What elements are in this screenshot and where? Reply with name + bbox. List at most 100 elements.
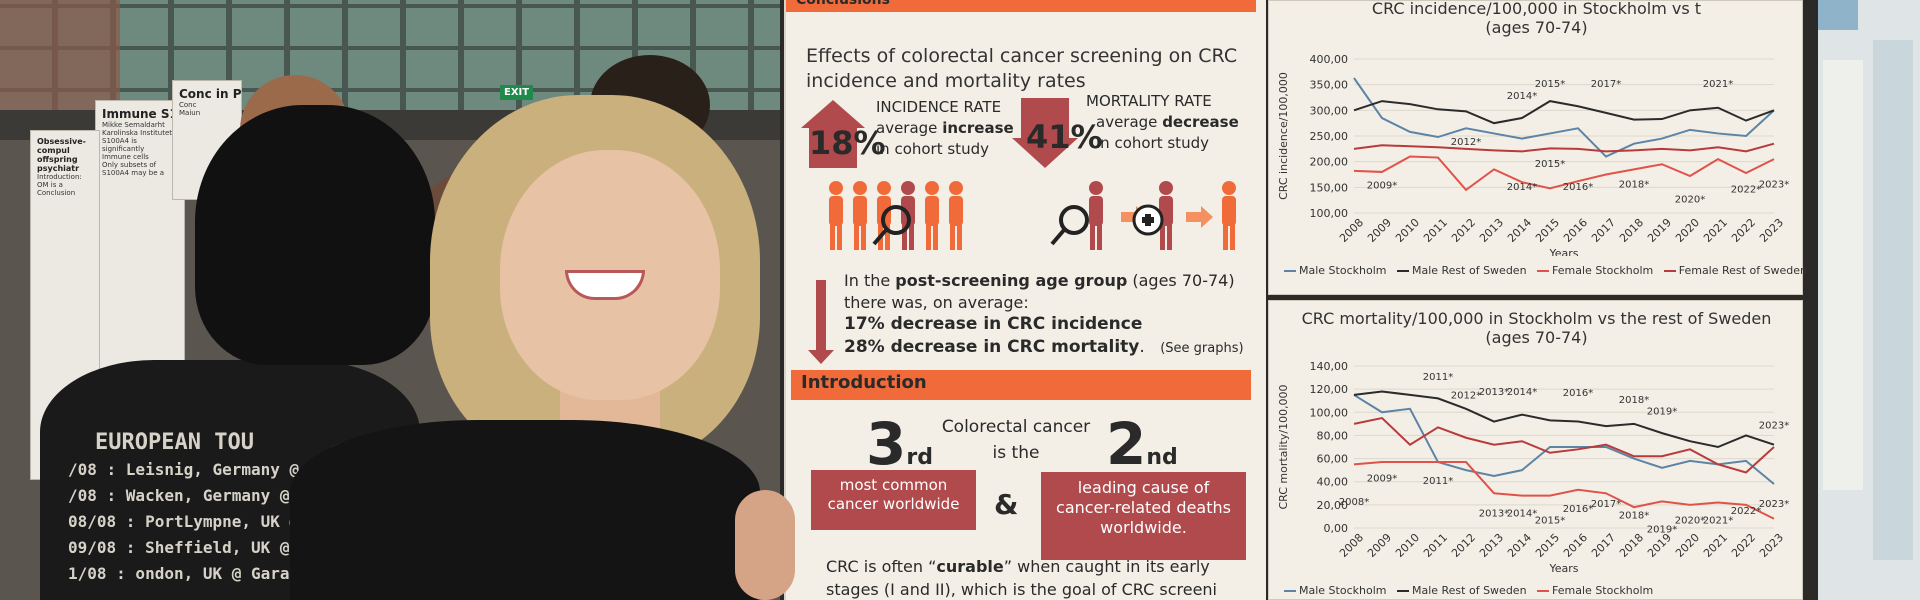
y-tick-label: 60,00 — [1317, 453, 1349, 466]
background-poster-3-line: Introduction: — [37, 173, 82, 181]
magnifier-icon — [872, 205, 911, 246]
annotation-label: 2016* — [1563, 504, 1593, 515]
mortality-chart-panel: CRC mortality/100,000 in Stockholm vs th… — [1268, 300, 1803, 600]
background-poster-1-line: S100A4 is significantly — [102, 137, 145, 153]
x-tick-label: 2015 — [1533, 216, 1562, 245]
annotation-label: 2014* — [1507, 91, 1537, 102]
mortality-chart-title-line-1: CRC mortality/100,000 in Stockholm vs th… — [1301, 309, 1772, 328]
incidence-chart: 400,00 350,00 300,00 250,00 200,00 150,00 100,… — [1277, 53, 1789, 256]
annotation-label: 2014* — [1507, 508, 1537, 519]
person-orange-icon — [1222, 181, 1236, 250]
x-tick-label: 2018 — [1617, 216, 1646, 245]
incidence-desc-bold: increase — [942, 119, 1014, 137]
annotation-label: 2014* — [1507, 387, 1537, 398]
post-line-4-row: 28% decrease in CRC mortality. (See grap… — [844, 336, 1264, 359]
annotation-label: 2009* — [1367, 180, 1397, 191]
y-tick-label: 80,00 — [1317, 429, 1349, 442]
x-tick-label: 2009 — [1365, 531, 1394, 560]
conclusions-header-bar: Conclusions — [786, 0, 1256, 12]
magnifier-icon — [1050, 205, 1089, 246]
y-tick-label: 0,00 — [1324, 522, 1349, 535]
research-poster: Conclusions Effects of colorectal cancer… — [784, 0, 1266, 600]
adjacent-poster-header — [1818, 0, 1858, 30]
incidence-label: INCIDENCE RATE — [876, 98, 1002, 116]
annotation-label: 2011* — [1423, 476, 1453, 487]
annotation-label: 2012* — [1451, 137, 1481, 148]
incidence-legend: Male Stockholm Male Rest of Sweden Femal… — [1284, 264, 1807, 277]
post-line-4: 28% decrease in CRC mortality — [844, 337, 1140, 358]
post-line-1-bold: post-screening age group — [895, 271, 1128, 290]
annotation-label: 2018* — [1619, 395, 1649, 406]
annotation-label: 2012* — [1451, 390, 1481, 401]
y-tick-label: 20,00 — [1317, 499, 1349, 512]
annotation-label: 2018* — [1619, 511, 1649, 522]
annotation-label: 2022* — [1731, 184, 1761, 195]
annotation-label: 2019* — [1647, 525, 1677, 536]
annotation-label: 2022* — [1731, 506, 1761, 517]
introduction-header: Introduction — [791, 370, 1251, 400]
annotation-label: 2016* — [1563, 388, 1593, 399]
x-tick-label: 2017 — [1589, 216, 1618, 245]
legend-label: Male Rest of Sweden — [1411, 264, 1527, 277]
x-tick-label: 2018 — [1617, 531, 1646, 560]
increase-arrow-icon — [801, 100, 865, 128]
x-tick-label: 2008 — [1337, 216, 1366, 245]
background-poster-2-line: Conc — [179, 101, 197, 109]
annotation-label: 2016* — [1563, 182, 1593, 193]
legend-label: Female Rest of Sweden — [1678, 264, 1808, 277]
medical-cross-icon — [1132, 204, 1164, 236]
adjacent-poster — [1818, 0, 1920, 600]
x-tick-label: 2021 — [1701, 216, 1730, 245]
background-poster-1-line: Karolinska Institutet — [102, 129, 172, 137]
crc-text-post: ” when caught in its early stages (I and… — [826, 557, 1217, 600]
mortality-label: MORTALITY RATE — [1086, 92, 1212, 110]
x-tick-label: 2017 — [1589, 531, 1618, 560]
background-poster-3-line: Conclusion — [37, 189, 76, 197]
x-tick-label: 2021 — [1701, 531, 1730, 560]
annotation-label: 2020* — [1675, 195, 1705, 206]
x-tick-label: 2020 — [1673, 216, 1702, 245]
x-tick-label: 2022 — [1729, 216, 1758, 245]
annotation-label: 2017* — [1591, 79, 1621, 90]
legend-swatch — [1663, 270, 1676, 272]
people-group-icon — [829, 181, 963, 250]
series-line — [1353, 390, 1775, 449]
rank-second-num: 2 — [1106, 410, 1147, 478]
x-tick-label: 2008 — [1337, 531, 1366, 560]
incidence-desc: average increase — [876, 119, 1014, 139]
y-tick-label: 40,00 — [1317, 476, 1349, 489]
series-line — [1353, 100, 1775, 125]
post-line-1: In the post-screening age group (ages 70… — [844, 270, 1264, 292]
post-line-2: there was, on average: — [844, 292, 1029, 312]
mortality-chart-title: CRC mortality/100,000 in Stockholm vs th… — [1269, 309, 1804, 347]
x-tick-label: 2012 — [1449, 216, 1478, 245]
increase-arrow-icon-stem — [809, 128, 857, 168]
y-tick-label: 100,00 — [1310, 207, 1349, 220]
x-tick-label: 2014 — [1505, 531, 1534, 560]
legend-label: Male Stockholm — [1299, 584, 1387, 597]
intro-middle-line-2: is the — [992, 442, 1040, 463]
y-tick-label: 350,00 — [1310, 79, 1349, 92]
x-tick-label: 2016 — [1561, 216, 1590, 245]
annotation-label: 2014* — [1507, 182, 1537, 193]
rank-third-num: 3 — [866, 410, 907, 478]
rank-third-suffix: rd — [906, 445, 933, 470]
annotation-label: 2021* — [1703, 515, 1733, 526]
legend-label: Male Stockholm — [1299, 264, 1387, 277]
x-tick-label: 2013 — [1477, 531, 1506, 560]
legend-label: Male Rest of Sweden — [1411, 584, 1527, 597]
rank-second: 2nd — [1106, 410, 1178, 478]
population-icons — [829, 181, 1236, 250]
background-poster-1-line: Mikke Semaldarht — [102, 121, 165, 129]
decrease-arrow-icon-stem — [1021, 98, 1069, 138]
y-axis-label: CRC mortality/100,000 — [1277, 384, 1290, 509]
annotation-label: 2019* — [1647, 407, 1677, 418]
exit-sign: EXIT — [500, 85, 534, 100]
x-tick-label: 2012 — [1449, 531, 1478, 560]
x-tick-label: 2016 — [1561, 531, 1590, 560]
annotation-label: 2008* — [1339, 497, 1369, 508]
post-line-4-end: . — [1139, 337, 1145, 358]
series-line — [1353, 416, 1775, 474]
post-screening-summary: In the post-screening age group (ages 70… — [844, 270, 1264, 359]
x-tick-label: 2022 — [1729, 531, 1758, 560]
